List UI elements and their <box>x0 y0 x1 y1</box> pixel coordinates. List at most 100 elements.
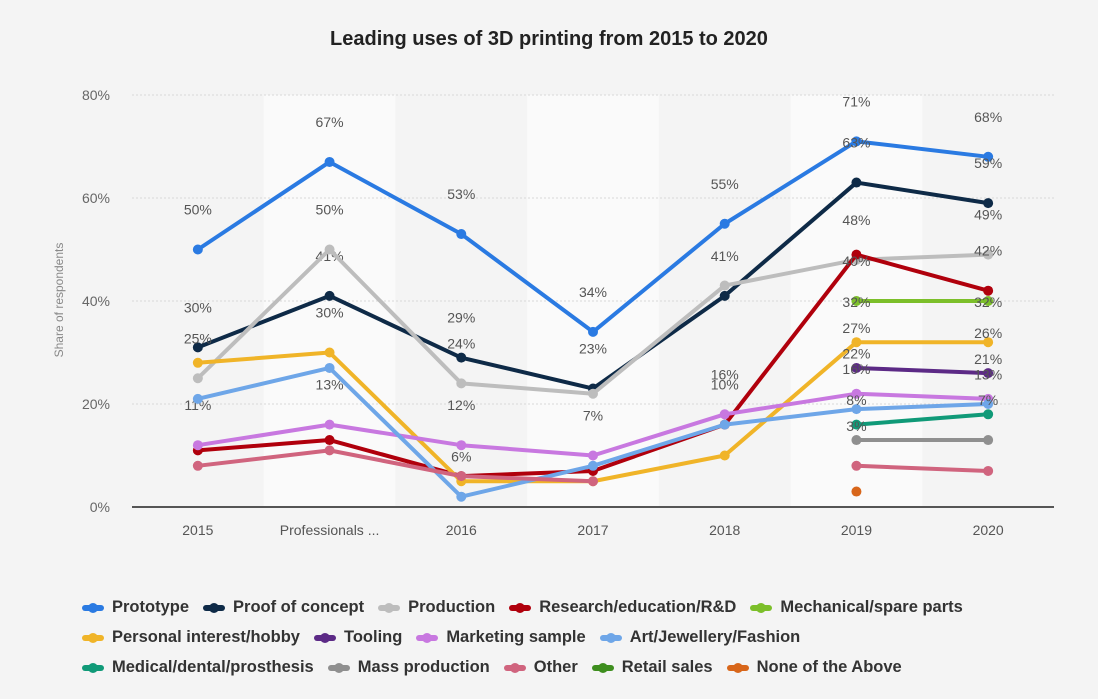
data-label-production: 48% <box>842 212 870 228</box>
data-label-prototype: 55% <box>711 176 739 192</box>
data-point-art-jewellery-fashion <box>719 419 730 430</box>
data-point-research-education-r-d <box>324 435 335 446</box>
data-label-production: 49% <box>974 207 1002 223</box>
data-point-production <box>983 249 994 260</box>
data-label-marketing-sample: 21% <box>974 351 1002 367</box>
data-label-art-jewellery-fashion: 16% <box>842 361 870 377</box>
legend-item[interactable]: Mechanical/spare parts <box>750 592 963 622</box>
data-point-production <box>719 280 730 291</box>
y-tick-label: 0% <box>90 499 110 515</box>
legend-item[interactable]: Other <box>503 652 578 682</box>
legend-item[interactable]: Mass production <box>327 652 490 682</box>
legend-swatch-icon <box>599 632 622 643</box>
data-point-production <box>588 388 598 399</box>
data-label-marketing-sample: 13% <box>316 377 344 393</box>
legend-item[interactable]: Production <box>378 592 495 622</box>
data-point-other <box>324 445 335 456</box>
data-label-marketing-sample: 7% <box>583 408 603 424</box>
legend-label: Prototype <box>112 598 190 616</box>
line-chart: 0% 20% 40% 60% 80% Share of respondents 2015 Pr… <box>52 87 1054 538</box>
legend-swatch-icon <box>82 602 104 613</box>
series-line-tooling <box>856 365 989 376</box>
data-label-proof-of-concept: 23% <box>579 341 607 357</box>
data-label-mechanical-spare-parts: 40% <box>842 253 870 269</box>
data-point-other <box>588 476 598 487</box>
series-line-medical-dental-prosthesis <box>856 412 989 427</box>
legend-label: Mass production <box>357 658 490 676</box>
data-point-research-education-r-d <box>983 285 994 296</box>
data-label-personal-interest-hobby: 30% <box>316 305 344 321</box>
legend-swatch-icon <box>750 602 773 613</box>
data-label-production: 25% <box>184 330 212 346</box>
data-label-mass-production: 8% <box>846 392 866 408</box>
data-label-proof-of-concept: 29% <box>447 310 475 326</box>
data-point-tooling <box>983 368 994 379</box>
legend-label: Medical/dental/prosthesis <box>112 658 314 676</box>
y-tick-label: 60% <box>82 190 110 206</box>
x-tick-label: 2017 <box>577 522 608 538</box>
legend-item[interactable]: Marketing sample <box>416 622 586 652</box>
legend-item[interactable]: Proof of concept <box>203 592 364 622</box>
legend-swatch-icon <box>503 662 526 673</box>
legend-item[interactable]: Prototype <box>82 592 189 622</box>
data-point-mass-production <box>851 435 862 446</box>
data-point-prototype <box>983 151 994 162</box>
data-point-prototype <box>588 326 598 337</box>
y-tick-label: 40% <box>82 293 110 309</box>
data-point-personal-interest-hobby <box>324 347 335 358</box>
legend-swatch-icon <box>82 632 104 643</box>
data-point-other <box>192 460 203 471</box>
data-point-mechanical-spare-parts <box>983 296 994 306</box>
data-label-production: 50% <box>316 202 344 218</box>
data-label-prototype: 53% <box>447 186 475 202</box>
data-label-tooling: 26% <box>974 325 1002 341</box>
data-label-proof-of-concept: 41% <box>316 248 344 264</box>
x-tick-label: Professionals ... <box>280 522 380 538</box>
legend-swatch-icon <box>327 662 350 673</box>
data-label-personal-interest-hobby: 32% <box>842 294 870 310</box>
legend-label: Other <box>533 658 578 676</box>
data-point-mechanical-spare-parts <box>851 296 862 306</box>
legend-item[interactable]: Medical/dental/prosthesis <box>82 652 314 682</box>
data-point-prototype <box>192 244 203 255</box>
data-point-prototype <box>456 229 467 240</box>
legend-item[interactable]: Art/Jewellery/Fashion <box>599 622 800 652</box>
data-point-art-jewellery-fashion <box>324 362 335 373</box>
legend-label: Personal interest/hobby <box>112 628 300 646</box>
data-label-marketing-sample: 11% <box>184 397 211 413</box>
data-point-other <box>851 460 862 471</box>
data-point-personal-interest-hobby <box>851 337 862 348</box>
legend-item[interactable]: Retail sales <box>591 652 713 682</box>
data-point-prototype <box>719 218 730 229</box>
data-point-marketing-sample <box>324 419 335 430</box>
series-line-other <box>197 448 594 484</box>
data-point-marketing-sample <box>719 409 730 420</box>
data-point-art-jewellery-fashion <box>983 399 994 409</box>
data-point-art-jewellery-fashion <box>851 404 862 415</box>
legend-item[interactable]: Personal interest/hobby <box>82 622 300 652</box>
data-label-other: 3% <box>846 418 866 434</box>
data-point-personal-interest-hobby <box>192 357 203 368</box>
data-point-prototype <box>851 136 862 147</box>
data-point-marketing-sample <box>456 440 467 451</box>
legend-item[interactable]: Research/education/R&D <box>509 592 736 622</box>
y-tick-label: 20% <box>82 396 110 412</box>
data-label-proof-of-concept: 41% <box>711 248 739 264</box>
data-label-medical-dental-prosthesis: 13% <box>974 366 1002 382</box>
y-tick-label: 80% <box>82 87 110 103</box>
legend-item[interactable]: Tooling <box>313 622 402 652</box>
legend-item[interactable]: None of the Above <box>726 652 902 682</box>
data-point-other <box>983 465 994 476</box>
data-point-other <box>456 471 467 482</box>
y-axis-label: Share of respondents <box>52 243 66 358</box>
data-point-marketing-sample <box>192 440 203 451</box>
data-point-none-of-the-above <box>851 486 862 497</box>
data-point-production <box>456 378 467 389</box>
data-point-art-jewellery-fashion <box>456 491 467 502</box>
legend: Prototype Proof of concept Production Resea… <box>82 592 1042 682</box>
legend-swatch-icon <box>509 602 532 613</box>
x-tick-label: 2019 <box>841 522 872 538</box>
data-label-marketing-sample: 22% <box>842 346 870 362</box>
data-point-production <box>192 373 203 384</box>
